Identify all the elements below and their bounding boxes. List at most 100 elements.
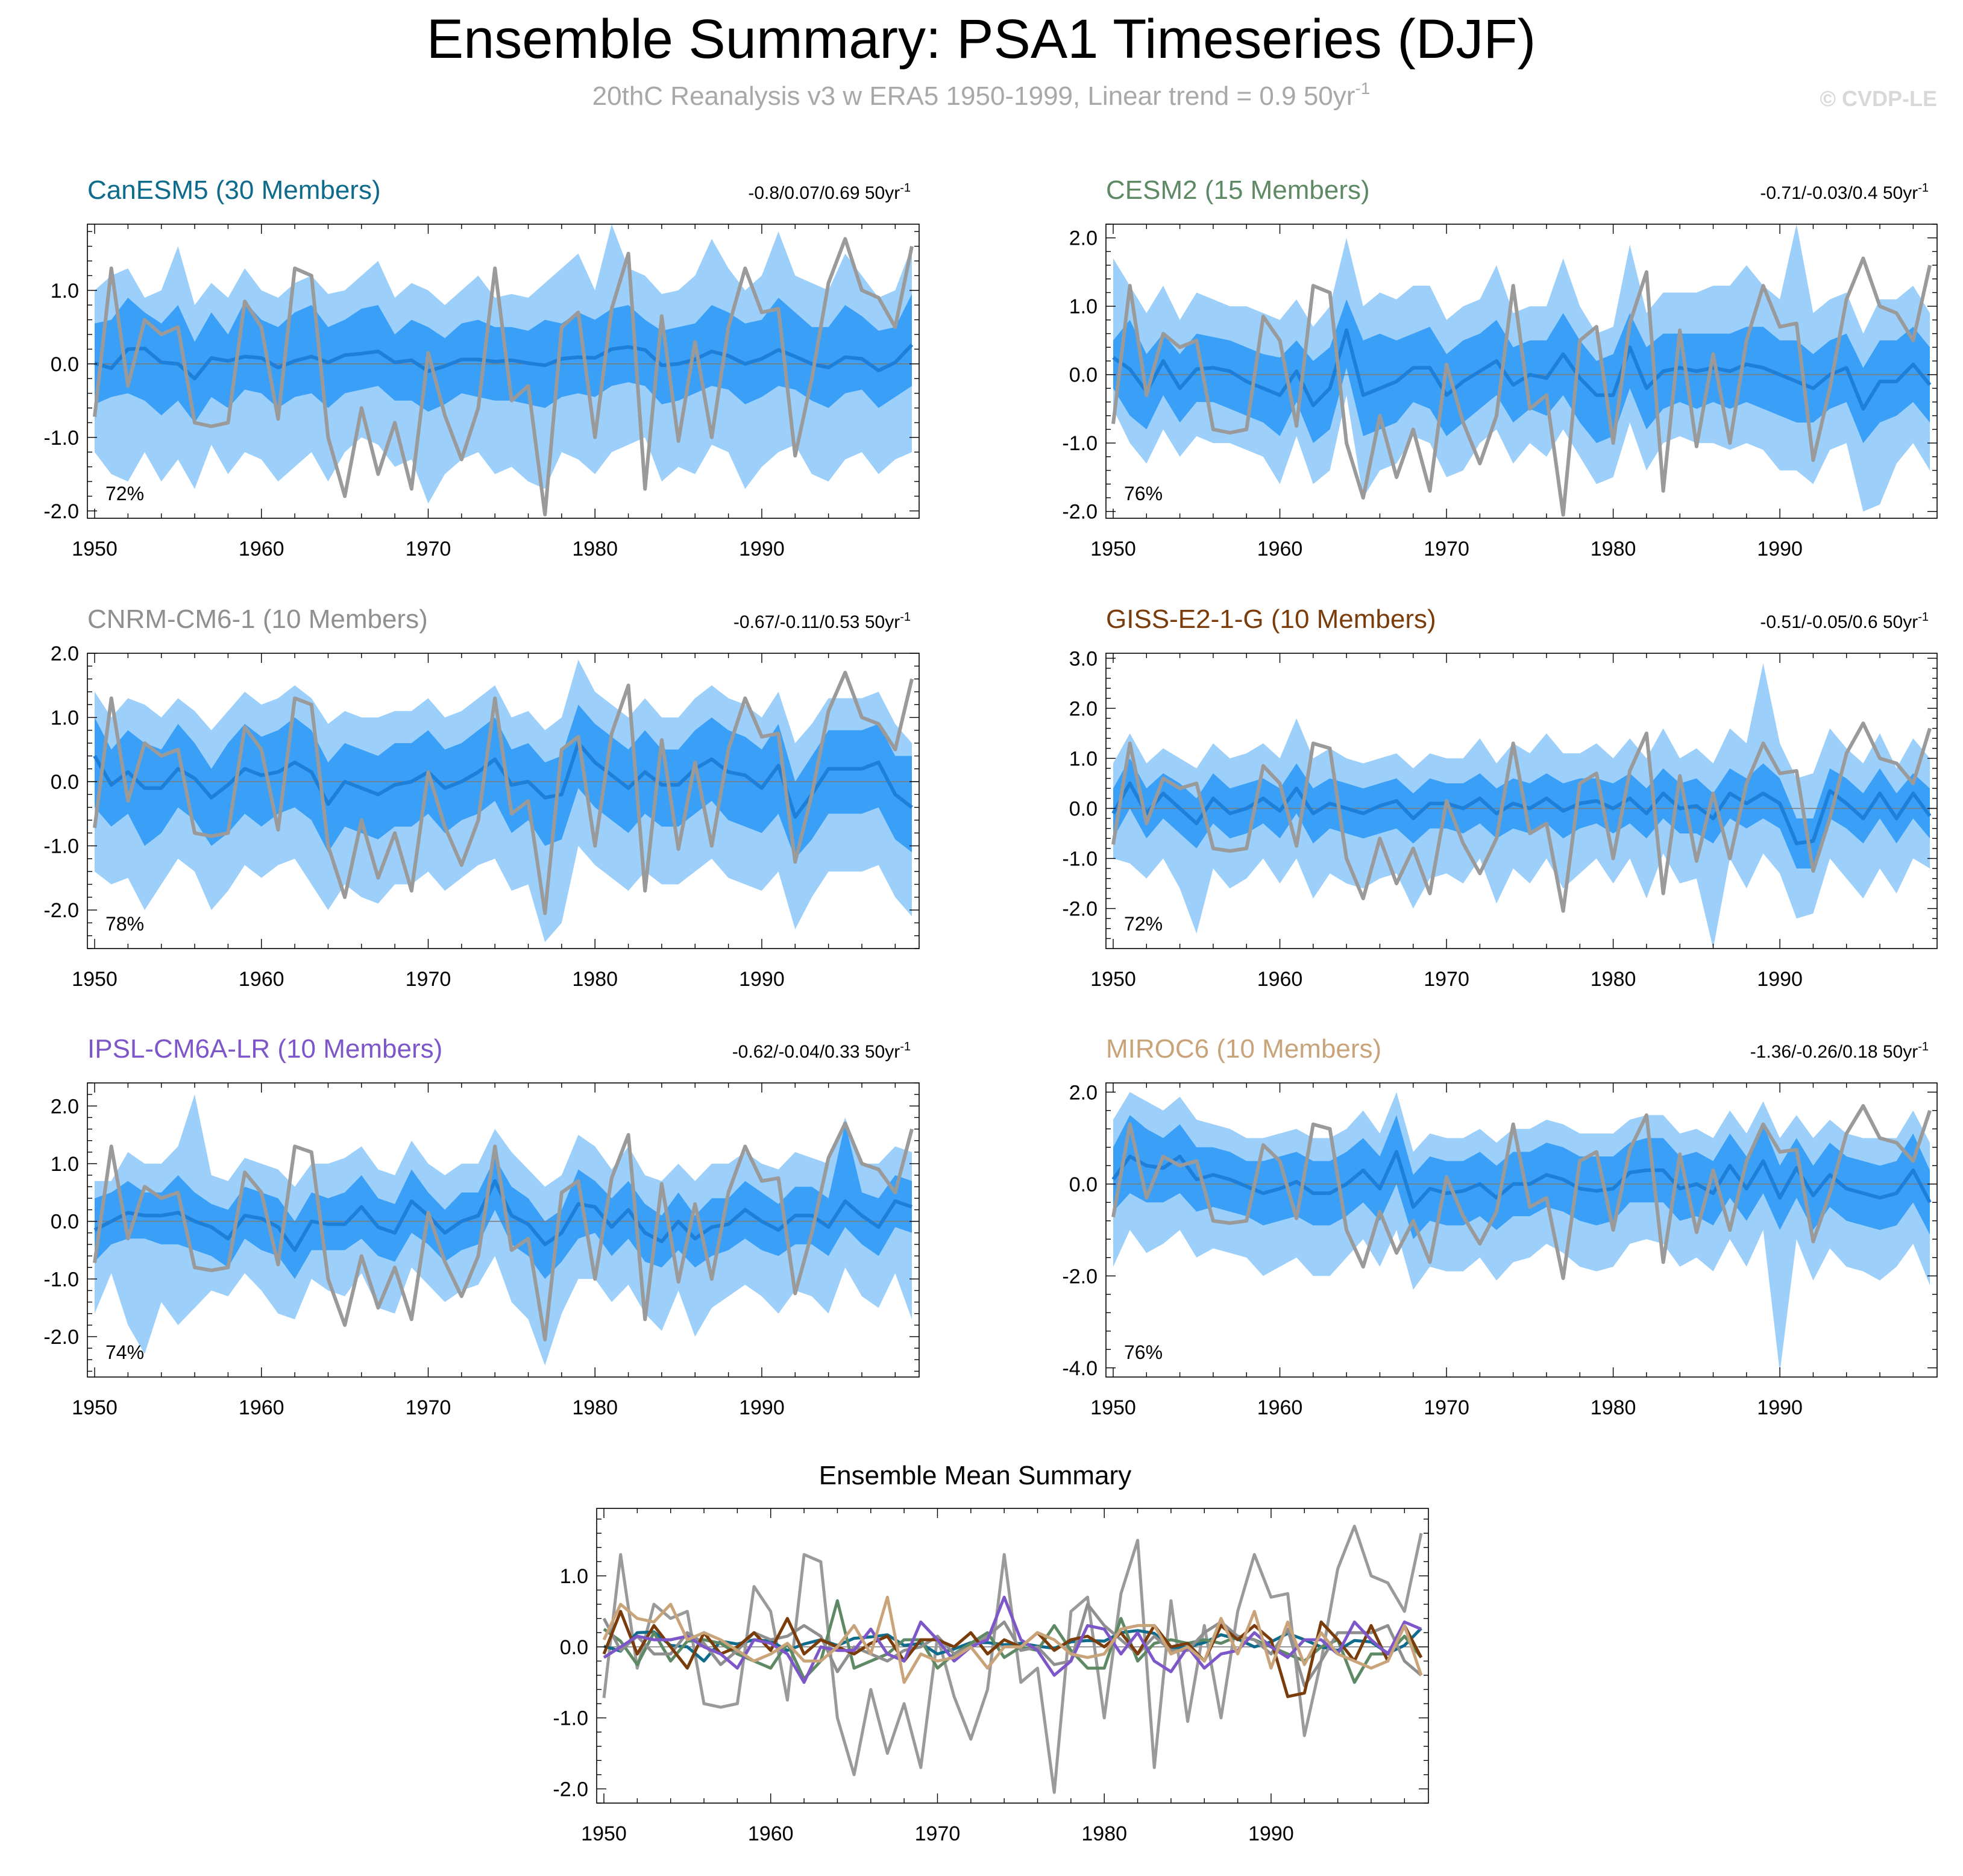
inner-range-band [1113, 299, 1930, 444]
x-tick-label: 1960 [239, 538, 284, 560]
x-tick-label: 1950 [72, 1396, 118, 1419]
y-tick-label: 3.0 [1069, 647, 1098, 670]
x-tick-label: 1950 [1090, 538, 1136, 560]
y-tick-label: 1.0 [51, 1153, 79, 1176]
x-tick-label: 1980 [1591, 538, 1636, 560]
inner-range-band [1113, 758, 1930, 869]
panel-title: Ensemble Mean Summary [819, 1461, 1131, 1490]
y-tick-label: 1.0 [560, 1565, 588, 1588]
y-tick-label: 2.0 [51, 642, 79, 665]
y-tick-label: 0.0 [560, 1636, 588, 1659]
panel-trend: -0.8/0.07/0.69 50yr-1 [748, 181, 911, 203]
x-tick-label: 1990 [1757, 968, 1803, 991]
x-tick-label: 1960 [748, 1822, 794, 1845]
x-tick-label: 1980 [1081, 1822, 1127, 1845]
panel-trend: -0.62/-0.04/0.33 50yr-1 [732, 1040, 911, 1062]
ensemble-mean-line [1111, 781, 1932, 845]
panel-trend-sup: -1 [900, 1040, 911, 1053]
panel-ipsl-cm6a-lr: IPSL-CM6A-LR (10 Members) -0.62/-0.04/0.3… [43, 1034, 920, 1419]
y-tick-label: -1.0 [553, 1707, 588, 1730]
observed-line [1111, 1104, 1932, 1281]
plot-frame [1105, 653, 1938, 949]
observed-line [93, 1122, 914, 1341]
y-tick-label: 1.0 [1069, 295, 1098, 318]
observed-line [1111, 721, 1932, 913]
x-tick-label: 1990 [739, 968, 785, 991]
panels: CanESM5 (30 Members) -0.8/0.07/0.69 50yr-… [43, 175, 1938, 1845]
observed-line [1111, 256, 1932, 517]
series-line-miroc6 [602, 1595, 1423, 1684]
observed-line [93, 237, 914, 516]
x-tick-label: 1990 [739, 1396, 785, 1419]
y-tick-label: -2.0 [43, 1326, 79, 1349]
ensemble-mean-line [1112, 328, 1932, 411]
y-tick-label: 0.0 [51, 771, 79, 794]
series-line-cesm2 [603, 1599, 1422, 1684]
percent-label: 74% [105, 1341, 144, 1363]
panel-title: GISS-E2-1-G (10 Members) [1106, 604, 1436, 634]
y-tick-label: -2.0 [43, 899, 79, 922]
panel-miroc6: MIROC6 (10 Members) -1.36/-0.26/0.18 50yr… [1062, 1034, 1938, 1419]
percent-label: 76% [1124, 483, 1163, 504]
percent-label: 72% [105, 483, 144, 504]
y-tick-label: 2.0 [51, 1095, 79, 1118]
panel-title: IPSL-CM6A-LR (10 Members) [87, 1034, 442, 1064]
y-tick-label: -1.0 [43, 835, 79, 858]
panel-trend-sup: -1 [1918, 610, 1929, 624]
panel-trend-sup: -1 [900, 610, 911, 624]
plot-frame [87, 1082, 920, 1378]
panel-trend-sup: -1 [1918, 1040, 1929, 1053]
series-line-giss-e2-1-g [602, 1610, 1423, 1698]
x-tick-label: 1960 [1257, 1396, 1303, 1419]
y-tick-label: -4.0 [1062, 1357, 1098, 1380]
figure-title: Ensemble Summary: PSA1 Timeseries (DJF) [427, 8, 1536, 70]
observed-line [93, 671, 914, 915]
x-tick-label: 1950 [1090, 968, 1136, 991]
panel-cesm2: CESM2 (15 Members) -0.71/-0.03/0.4 50yr-1… [1062, 175, 1938, 560]
y-tick-label: 0.0 [51, 1211, 79, 1234]
plot-frame [596, 1508, 1429, 1804]
x-tick-label: 1980 [572, 968, 618, 991]
x-tick-label: 1970 [406, 1396, 451, 1419]
x-tick-label: 1990 [1248, 1822, 1294, 1845]
figure-subtitle-main: 20thC Reanalysis v3 w ERA5 1950-1999, Li… [592, 81, 1355, 111]
x-tick-label: 1970 [406, 968, 451, 991]
y-tick-label: 2.0 [1069, 1081, 1098, 1104]
x-tick-label: 1950 [72, 968, 118, 991]
x-tick-label: 1950 [581, 1822, 627, 1845]
y-tick-label: 1.0 [51, 280, 79, 303]
x-tick-label: 1970 [1424, 968, 1469, 991]
x-tick-label: 1970 [406, 538, 451, 560]
inner-range-band [1113, 1115, 1930, 1240]
panel-ensemble-mean-summary: Ensemble Mean Summary 1.0 0.0 -1.0 -2.0 1950 1… [553, 1461, 1429, 1845]
x-tick-label: 1950 [72, 538, 118, 560]
y-tick-label: 0.0 [1069, 364, 1098, 387]
outer-range-band [95, 1094, 912, 1366]
plot-frame [87, 224, 920, 519]
figure-subtitle-sup: -1 [1355, 79, 1370, 98]
y-tick-label: -2.0 [553, 1778, 588, 1801]
percent-label: 76% [1124, 1341, 1163, 1363]
y-tick-label: 0.0 [1069, 797, 1098, 820]
y-tick-label: 1.0 [1069, 747, 1098, 770]
figure-subtitle: 20thC Reanalysis v3 w ERA5 1950-1999, Li… [592, 79, 1371, 111]
y-tick-label: 2.0 [1069, 227, 1098, 250]
ensemble-mean-line [93, 741, 913, 819]
ensemble-mean-line [1111, 1150, 1932, 1209]
x-tick-label: 1990 [1757, 1396, 1803, 1419]
y-tick-label: 0.0 [51, 353, 79, 376]
panel-trend: -0.71/-0.03/0.4 50yr-1 [1760, 181, 1929, 203]
y-tick-label: -2.0 [1062, 898, 1098, 921]
panel-trend: -0.51/-0.05/0.6 50yr-1 [1760, 610, 1929, 632]
x-tick-label: 1980 [1591, 968, 1636, 991]
x-tick-label: 1990 [739, 538, 785, 560]
x-tick-label: 1960 [1257, 538, 1303, 560]
panel-title: CESM2 (15 Members) [1106, 175, 1370, 205]
y-tick-label: -1.0 [43, 427, 79, 450]
y-tick-label: -2.0 [43, 500, 79, 523]
x-tick-label: 1980 [1591, 1396, 1636, 1419]
inner-range-band [95, 293, 912, 423]
x-tick-label: 1990 [1757, 538, 1803, 560]
y-tick-label: -2.0 [1062, 1265, 1098, 1288]
